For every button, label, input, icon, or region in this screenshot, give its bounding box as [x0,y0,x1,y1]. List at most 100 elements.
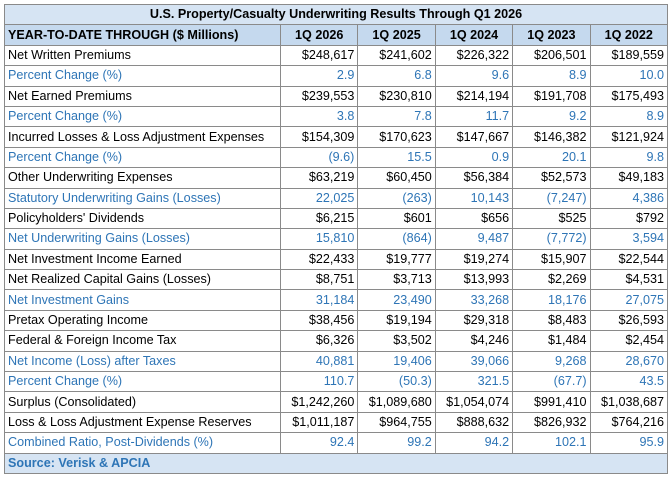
data-row: Surplus (Consolidated) $1,242,260 $1,089,6… [4,391,669,413]
value-cell: (9.6) [279,146,359,169]
row-label: Other Underwriting Expenses [4,167,281,189]
value-cell: 92.4 [279,432,359,454]
row-label: Surplus (Consolidated) [4,391,281,413]
value-cell: 10.0 [589,65,669,87]
value-cell: 9.2 [512,105,591,128]
row-label: Percent Change (%) [4,65,281,87]
row-label: Net Underwriting Gains (Losses) [4,228,281,250]
value-cell: 110.7 [279,371,359,393]
value-cell: 9.6 [434,65,514,87]
data-row: Net Investment Gains 31,184 23,490 33,268 18… [4,289,669,311]
value-cell: $214,194 [434,85,514,107]
table-title: U.S. Property/Casualty Underwriting Resu… [4,3,668,26]
value-cell: (7,772) [512,228,591,250]
value-cell: $6,215 [279,207,359,230]
value-cell: $230,810 [357,85,436,107]
value-cell: (67.7) [512,371,591,393]
value-cell: $792 [589,207,669,230]
row-label: Net Realized Capital Gains (Losses) [4,269,281,291]
value-cell: $49,183 [589,167,669,189]
value-cell: $19,777 [357,248,436,271]
source-row: Source: Verisk & APCIA [4,452,668,474]
value-cell: $8,751 [279,269,359,291]
data-row: Percent Change (%) 2.9 6.8 9.6 8.9 10.0 [4,65,669,87]
value-cell: $52,573 [512,167,591,189]
value-cell: 321.5 [434,371,514,393]
value-cell: $26,593 [589,309,669,332]
data-row: Loss & Loss Adjustment Expense Reserves $… [4,411,669,434]
value-cell: 27,075 [589,289,669,311]
data-row: Pretax Operating Income $38,456 $19,194 $29… [4,309,669,332]
value-cell: $1,011,187 [279,411,359,434]
value-cell: 9,487 [434,228,514,250]
value-cell: $121,924 [589,126,669,148]
header-row: YEAR-TO-DATE THROUGH ($ Millions) 1Q 2026… [4,24,669,46]
data-row: Net Investment Income Earned $22,433 $19,7… [4,248,669,271]
value-cell: $56,384 [434,167,514,189]
value-cell: 10,143 [434,187,514,209]
value-cell: 39,066 [434,350,514,373]
value-cell: 6.8 [357,65,436,87]
value-cell: $154,309 [279,126,359,148]
value-cell: 15.5 [357,146,436,169]
source: Source: Verisk & APCIA [4,452,668,474]
row-label: Policyholders' Dividends [4,207,281,230]
value-cell: (864) [357,228,436,250]
value-cell: $239,553 [279,85,359,107]
data-row: Percent Change (%) 110.7 (50.3) 321.5 (67.7)… [4,371,669,393]
header-cell: 1Q 2025 [357,24,436,46]
data-row: Net Underwriting Gains (Losses) 15,810 (86… [4,228,669,250]
value-cell: 18,176 [512,289,591,311]
data-row: Federal & Foreign Income Tax $6,326 $3,502… [4,330,669,352]
header-cell: 1Q 2023 [512,24,591,46]
value-cell: $991,410 [512,391,591,413]
data-row: Net Written Premiums $248,617 $241,602 $226… [4,44,669,67]
value-cell: 31,184 [279,289,359,311]
value-cell: 33,268 [434,289,514,311]
value-cell: 43.5 [589,371,669,393]
value-cell: $601 [357,207,436,230]
value-cell: $964,755 [357,411,436,434]
row-label: Net Investment Income Earned [4,248,281,271]
value-cell: (263) [357,187,436,209]
data-row: Net Realized Capital Gains (Losses) $8,75… [4,269,669,291]
data-row: Other Underwriting Expenses $63,219 $60,45… [4,167,669,189]
value-cell: (50.3) [357,371,436,393]
row-label: Net Investment Gains [4,289,281,311]
value-cell: 19,406 [357,350,436,373]
table-body: U.S. Property/Casualty Underwriting Resu… [4,3,669,474]
value-cell: 102.1 [512,432,591,454]
value-cell: $888,632 [434,411,514,434]
value-cell: $22,433 [279,248,359,271]
header-cell: 1Q 2024 [434,24,514,46]
row-label: Pretax Operating Income [4,309,281,332]
value-cell: $191,708 [512,85,591,107]
data-row: Statutory Underwriting Gains (Losses) 22,… [4,187,669,209]
row-label: Federal & Foreign Income Tax [4,330,281,352]
data-row: Net Income (Loss) after Taxes 40,881 19,40… [4,350,669,373]
value-cell: 40,881 [279,350,359,373]
value-cell: $1,242,260 [279,391,359,413]
data-row: Combined Ratio, Post-Dividends (%) 92.4 99… [4,432,669,454]
value-cell: $4,246 [434,330,514,352]
value-cell: $1,484 [512,330,591,352]
value-cell: 0.9 [434,146,514,169]
value-cell: 2.9 [279,65,359,87]
value-cell: 99.2 [357,432,436,454]
row-label: Incurred Losses & Loss Adjustment Expens… [4,126,281,148]
value-cell: $4,531 [589,269,669,291]
row-label: Percent Change (%) [4,105,281,128]
value-cell: $8,483 [512,309,591,332]
value-cell: $1,089,680 [357,391,436,413]
row-label: Net Earned Premiums [4,85,281,107]
value-cell: $19,194 [357,309,436,332]
value-cell: 7.8 [357,105,436,128]
value-cell: 8.9 [589,105,669,128]
value-cell: $146,382 [512,126,591,148]
row-label: Statutory Underwriting Gains (Losses) [4,187,281,209]
row-label: Net Written Premiums [4,44,281,67]
data-row: Incurred Losses & Loss Adjustment Expens… [4,126,669,148]
value-cell: $2,269 [512,269,591,291]
value-cell: $226,322 [434,44,514,67]
value-cell: 20.1 [512,146,591,169]
